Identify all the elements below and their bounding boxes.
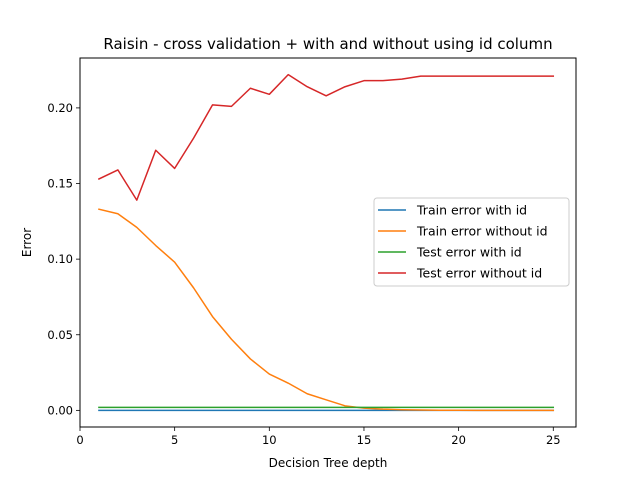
x-axis-ticks: 0 5 10 15 20 25 bbox=[76, 427, 561, 447]
y-axis-label: Error bbox=[20, 228, 34, 257]
series-line-4 bbox=[97, 73, 555, 201]
legend-label-3: Test error with id bbox=[416, 245, 522, 260]
x-tick-label: 25 bbox=[546, 433, 561, 447]
legend: Train error with id Train error without i… bbox=[373, 197, 570, 287]
legend-label-2: Train error without id bbox=[416, 224, 548, 239]
series-line-2 bbox=[98, 208, 555, 412]
y-tick-label: 0.05 bbox=[47, 328, 73, 342]
legend-box bbox=[373, 197, 570, 287]
series-layer bbox=[97, 73, 555, 412]
x-tick-label: 0 bbox=[76, 433, 83, 447]
y-tick-label: 0.20 bbox=[47, 101, 73, 115]
x-tick-label: 10 bbox=[262, 433, 277, 447]
x-tick-label: 5 bbox=[171, 433, 178, 447]
legend-label-4: Test error without id bbox=[416, 266, 542, 281]
axes-frame bbox=[79, 57, 577, 428]
legend-items: Train error with id Train error without i… bbox=[378, 203, 548, 281]
y-tick-label: 0.00 bbox=[47, 403, 73, 417]
chart-title: Raisin - cross validation + with and wit… bbox=[103, 35, 552, 53]
y-axis-ticks: 0.00 0.05 0.10 0.15 0.20 bbox=[47, 101, 80, 417]
y-tick-label: 0.15 bbox=[47, 177, 73, 191]
x-axis-label: Decision Tree depth bbox=[269, 456, 388, 470]
legend-label-1: Train error with id bbox=[416, 203, 527, 218]
plot-area bbox=[79, 57, 577, 428]
x-tick-label: 15 bbox=[357, 433, 372, 447]
y-tick-label: 0.10 bbox=[47, 252, 73, 266]
x-tick-label: 20 bbox=[451, 433, 466, 447]
